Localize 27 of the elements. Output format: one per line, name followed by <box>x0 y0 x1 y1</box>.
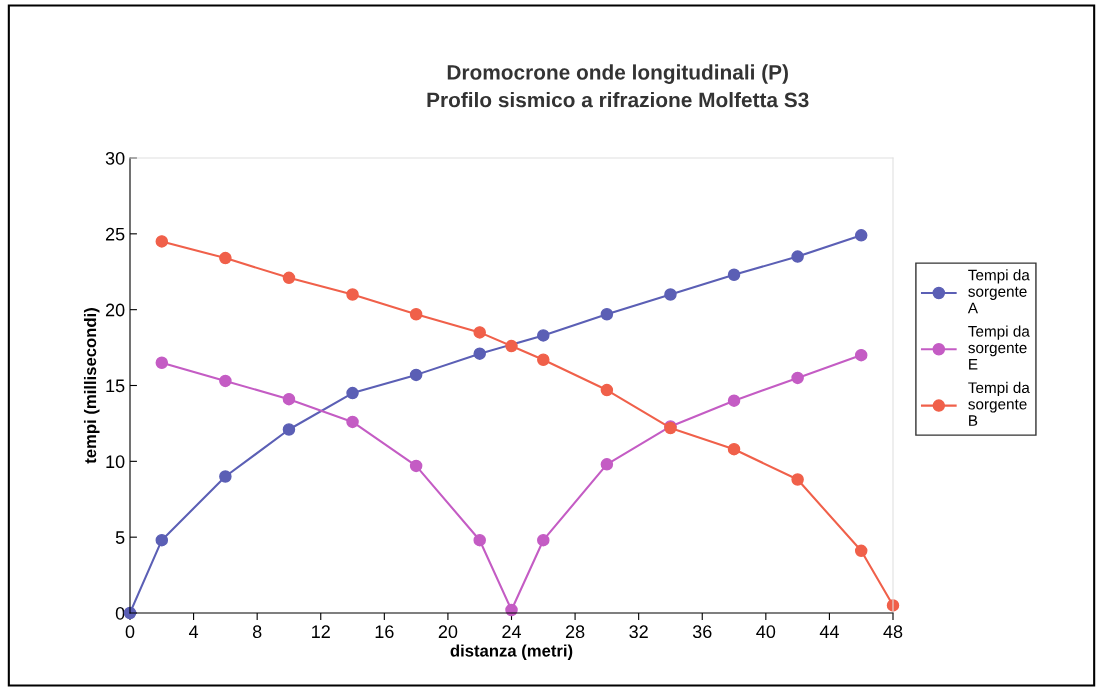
y-tick-label: 30 <box>105 151 125 165</box>
chart-subtitle: Profilo sismico a rifrazione Molfetta S3 <box>427 92 809 108</box>
legend-label: Tempi da sorgente B <box>968 381 1030 426</box>
x-axis-title: distanza (metri) <box>450 644 573 660</box>
x-tick-label: 4 <box>188 625 199 638</box>
x-tick-label: 8 <box>252 625 262 639</box>
legend-label: Tempi da sorgente A <box>967 269 1030 314</box>
y-tick-label: 5 <box>115 531 125 544</box>
y-tick-label: 25 <box>105 227 125 241</box>
x-tick-label: 40 <box>756 625 776 639</box>
x-tick-label: 16 <box>375 625 394 639</box>
y-tick-label: 0 <box>115 606 125 620</box>
x-tick-label: 36 <box>692 625 712 639</box>
x-tick-label: 20 <box>438 625 458 639</box>
x-tick-label: 44 <box>819 625 839 638</box>
x-tick-label: 48 <box>883 625 903 639</box>
legend-label: Tempi da sorgente E <box>968 325 1030 370</box>
y-axis-title: tempi (millisecondi) <box>83 308 100 464</box>
x-tick-label: 24 <box>502 625 522 638</box>
x-tick-label: 32 <box>629 625 648 639</box>
chart-title: Dromocrone onde longitudinali (P) <box>447 64 788 84</box>
x-tick-label: 0 <box>125 625 135 639</box>
x-tick-label: 12 <box>312 625 330 638</box>
x-tick-label: 28 <box>565 625 585 639</box>
y-tick-label: 15 <box>106 379 125 393</box>
y-tick-label: 10 <box>106 455 125 469</box>
y-tick-label: 20 <box>105 303 125 317</box>
